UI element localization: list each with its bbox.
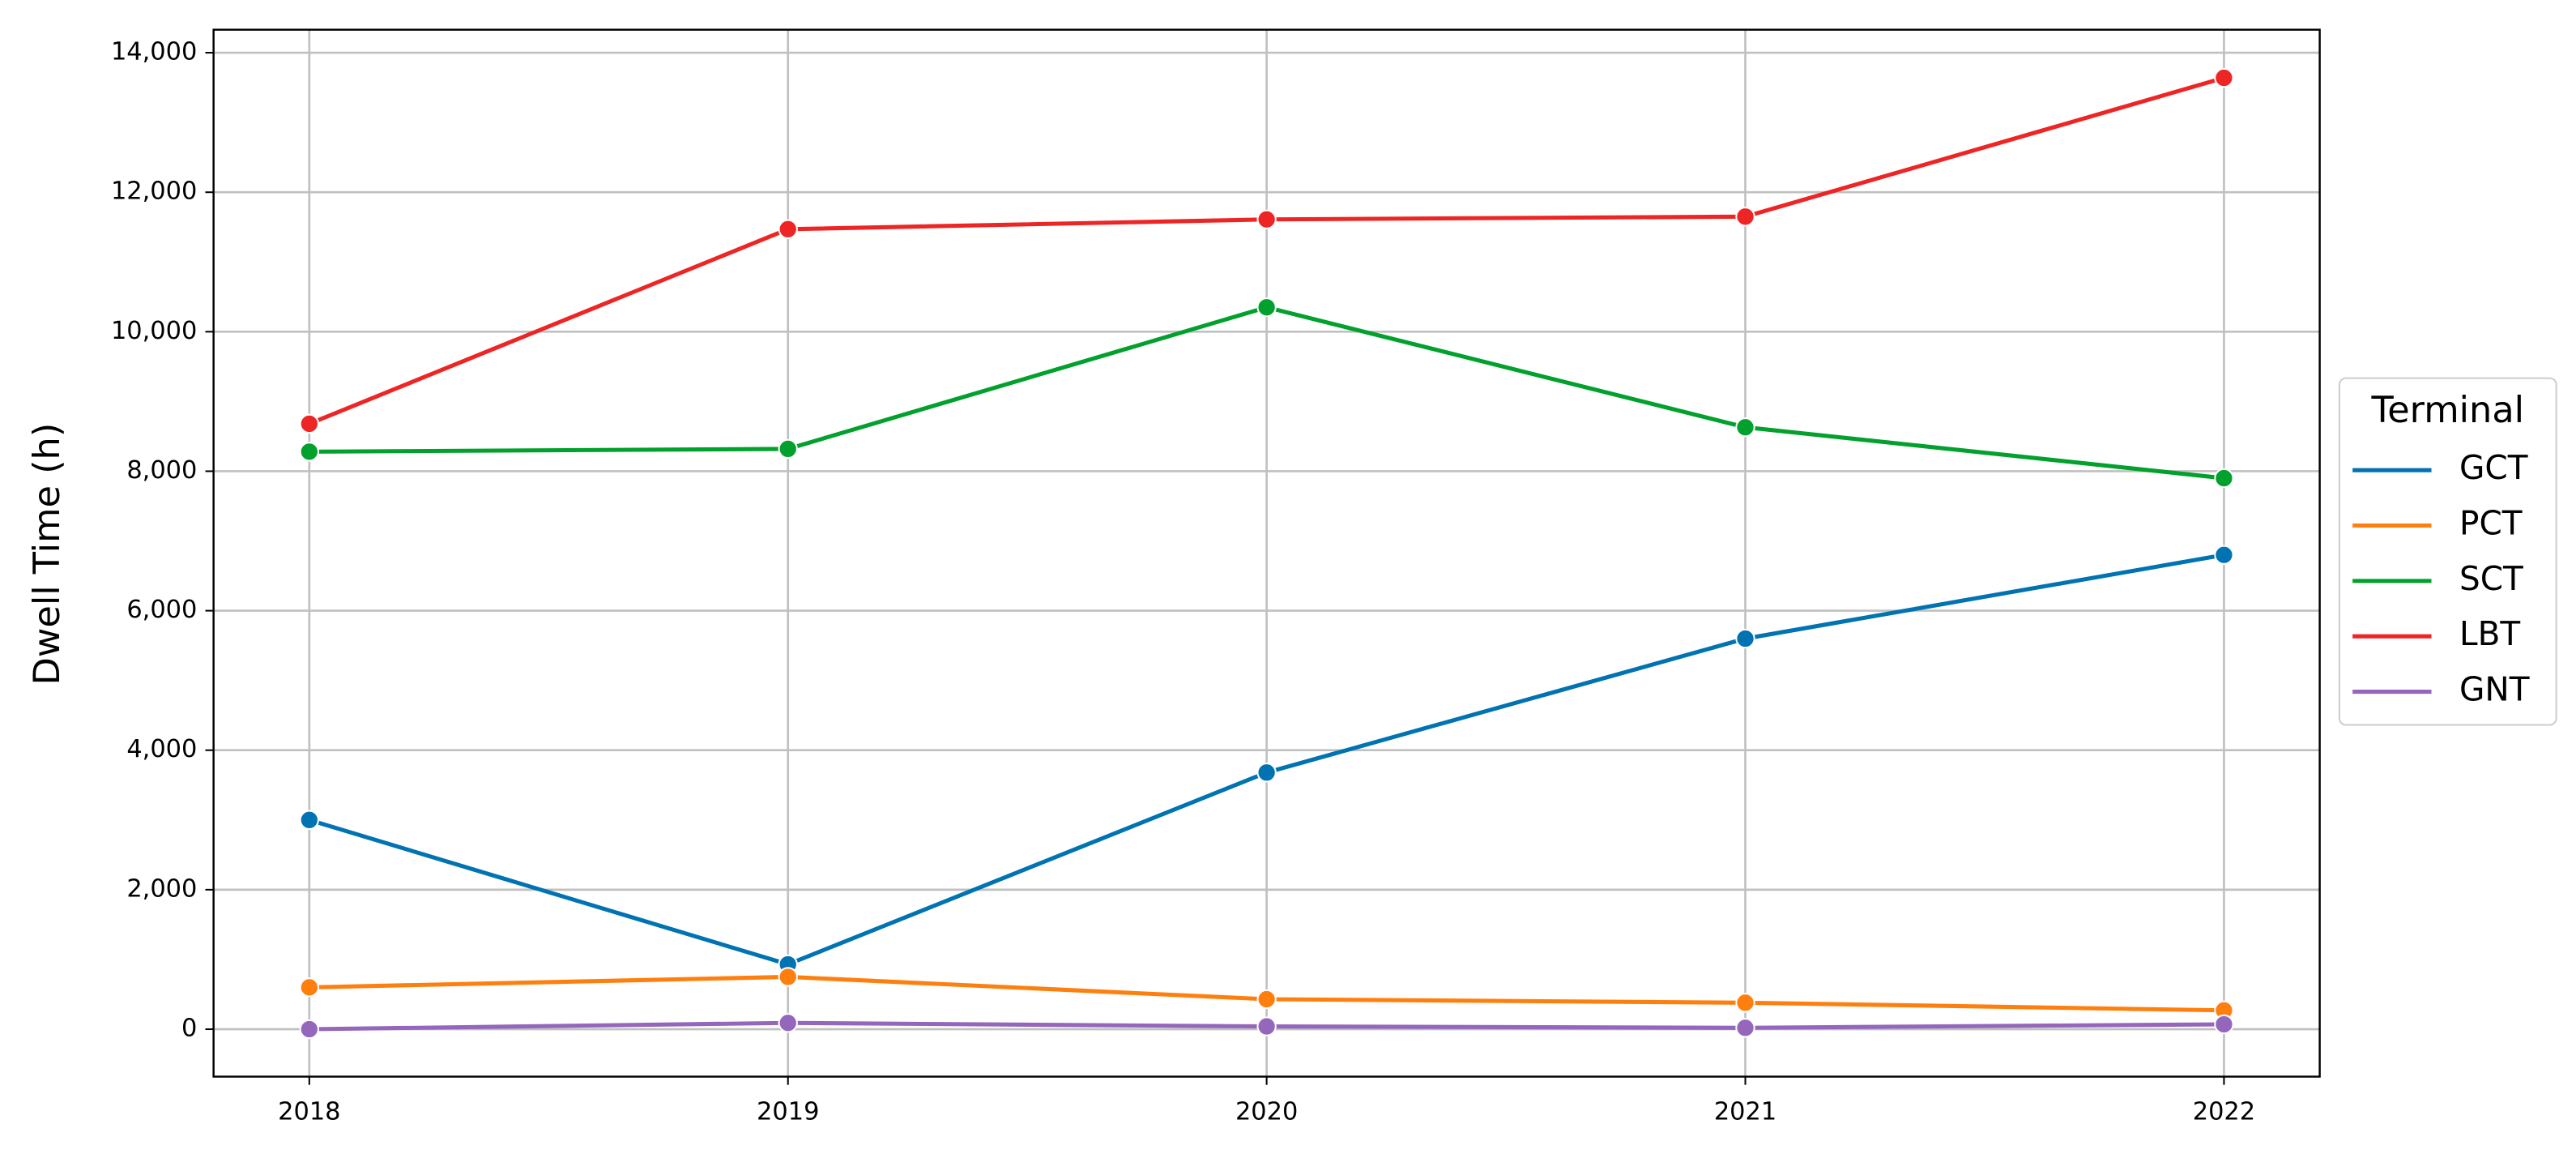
x-tick-label: 2021 xyxy=(1714,1098,1776,1126)
data-point xyxy=(2214,468,2234,489)
data-point xyxy=(299,977,319,998)
legend-label: LBT xyxy=(2459,614,2520,653)
data-point xyxy=(1735,1018,1755,1038)
data-point xyxy=(1256,763,1277,783)
data-point xyxy=(1256,1016,1277,1036)
legend-title: Terminal xyxy=(2371,389,2525,431)
y-tick-label: 12,000 xyxy=(111,177,197,206)
x-tick-label: 2022 xyxy=(2193,1098,2255,1126)
data-point xyxy=(299,1019,319,1040)
x-tick-label: 2019 xyxy=(757,1098,819,1126)
y-tick-label: 10,000 xyxy=(111,317,197,345)
y-tick-label: 8,000 xyxy=(126,456,197,485)
y-tick-label: 6,000 xyxy=(126,596,197,624)
data-point xyxy=(778,967,798,987)
data-point xyxy=(299,810,319,830)
y-axis-label: Dwell Time (h) xyxy=(26,423,68,686)
plot-frame xyxy=(212,28,2321,1078)
legend-label: SCT xyxy=(2459,559,2523,598)
x-tick-label: 2020 xyxy=(1235,1098,1298,1126)
y-tick-label: 14,000 xyxy=(111,38,197,66)
data-point xyxy=(1735,628,1755,649)
y-tick-label: 2,000 xyxy=(126,874,197,903)
data-point xyxy=(1256,989,1277,1010)
data-point xyxy=(1735,993,1755,1013)
data-point xyxy=(1735,207,1755,227)
data-point xyxy=(1256,209,1277,229)
data-point xyxy=(299,413,319,434)
data-point xyxy=(2214,67,2234,88)
y-tick-label: 4,000 xyxy=(126,735,197,763)
legend-label: GNT xyxy=(2459,670,2530,709)
x-tick-label: 2018 xyxy=(278,1098,340,1126)
data-point xyxy=(778,438,798,459)
legend-label: GCT xyxy=(2459,448,2528,487)
y-tick-label: 0 xyxy=(181,1015,197,1043)
data-point xyxy=(2214,1014,2234,1035)
data-point xyxy=(1735,417,1755,438)
data-point xyxy=(778,219,798,239)
data-point xyxy=(299,442,319,462)
data-point xyxy=(2214,545,2234,565)
data-point xyxy=(1256,297,1277,318)
data-point xyxy=(778,1013,798,1033)
legend-label: PCT xyxy=(2459,504,2523,543)
